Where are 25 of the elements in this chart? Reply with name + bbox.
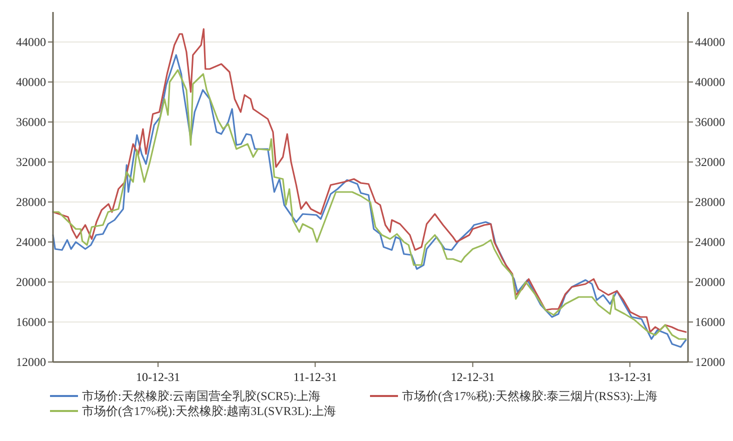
y-tick-label: 40000 bbox=[16, 75, 46, 90]
y2-tick-label: 32000 bbox=[695, 155, 725, 170]
x-tick-label: 11-12-31 bbox=[293, 370, 337, 384]
y-tick-label: 12000 bbox=[16, 355, 46, 370]
legend-label: 市场价(含17%税):天然橡胶:泰三烟片(RSS3):上海 bbox=[402, 389, 658, 404]
y-tick-label: 28000 bbox=[16, 195, 46, 210]
y2-tick-label: 12000 bbox=[695, 355, 725, 370]
y-tick-label: 32000 bbox=[16, 155, 46, 170]
y-tick-label: 36000 bbox=[16, 115, 46, 130]
y-tick-label: 20000 bbox=[16, 275, 46, 290]
y2-tick-label: 36000 bbox=[695, 115, 725, 130]
legend-label: 市场价:天然橡胶:云南国营全乳胶(SCR5):上海 bbox=[82, 389, 321, 404]
x-tick-label: 12-12-31 bbox=[450, 370, 495, 384]
y-tick-label: 16000 bbox=[16, 315, 46, 330]
y2-tick-label: 24000 bbox=[695, 235, 725, 250]
y2-tick-label: 44000 bbox=[695, 35, 725, 50]
y-tick-label: 24000 bbox=[16, 235, 46, 250]
y2-tick-label: 28000 bbox=[695, 195, 725, 210]
y2-tick-label: 40000 bbox=[695, 75, 725, 90]
legend-label: 市场价(含17%税):天然橡胶:越南3L(SVR3L):上海 bbox=[82, 404, 336, 418]
y2-tick-label: 20000 bbox=[695, 275, 725, 290]
x-tick-label: 10-12-31 bbox=[136, 370, 180, 384]
y-tick-label: 44000 bbox=[16, 35, 46, 50]
x-tick-label: 13-12-31 bbox=[608, 370, 652, 384]
y2-tick-label: 16000 bbox=[695, 315, 725, 330]
